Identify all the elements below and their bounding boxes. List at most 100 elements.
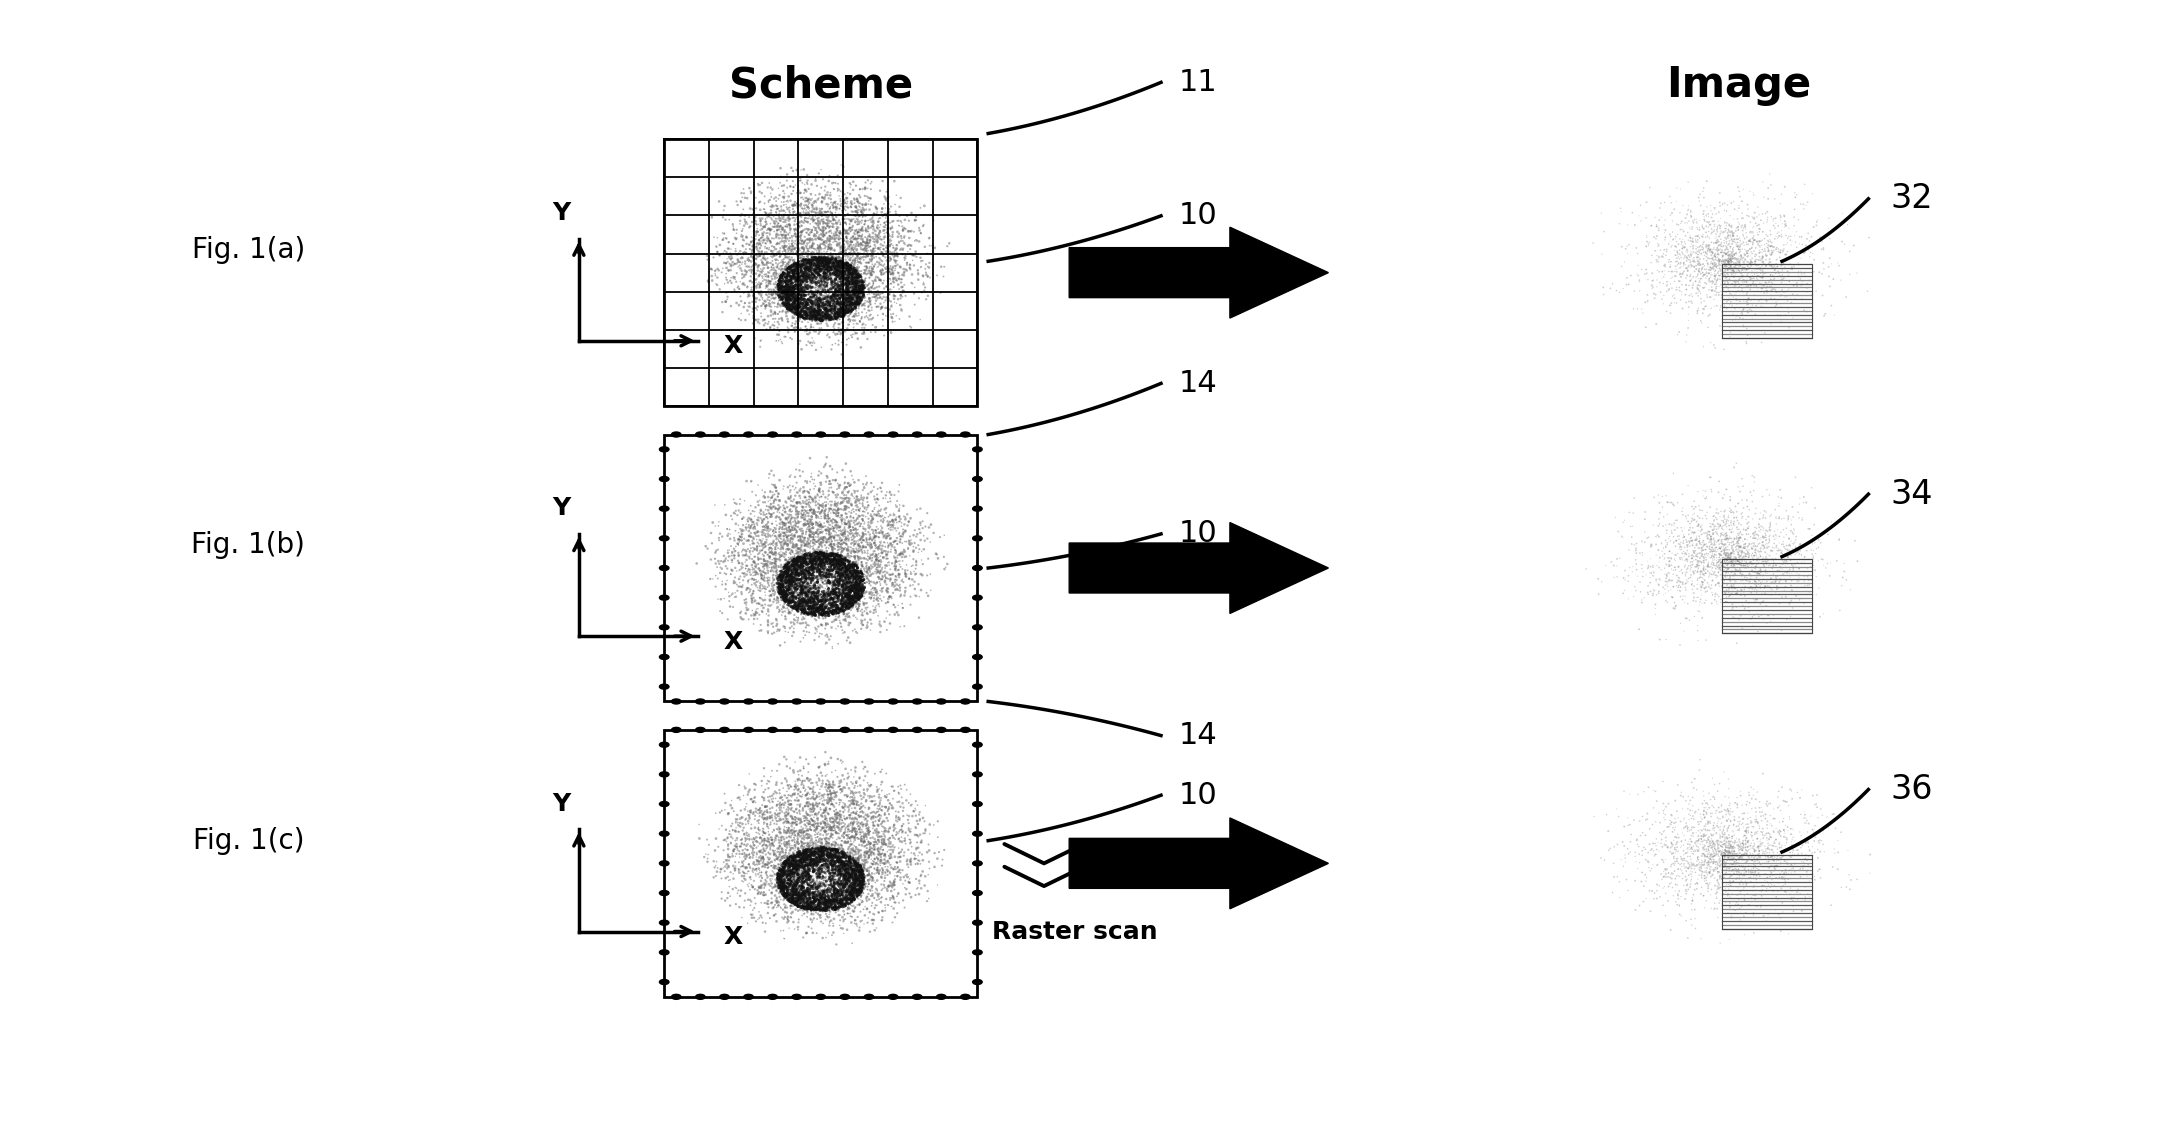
Point — [793, 602, 827, 620]
Point — [791, 769, 825, 787]
Point — [899, 538, 933, 557]
Point — [767, 854, 801, 872]
Point — [791, 897, 825, 916]
Point — [1657, 241, 1691, 259]
Point — [834, 869, 868, 887]
Point — [1823, 824, 1858, 842]
Point — [804, 820, 838, 838]
Point — [808, 265, 842, 283]
Point — [842, 277, 877, 295]
Point — [799, 878, 834, 896]
Point — [801, 520, 836, 538]
Point — [769, 885, 804, 903]
Point — [784, 504, 819, 523]
Point — [775, 268, 810, 286]
Point — [750, 859, 784, 877]
Point — [791, 859, 825, 877]
Point — [778, 802, 812, 820]
Point — [812, 310, 847, 328]
Point — [762, 272, 797, 290]
Point — [724, 250, 758, 268]
Point — [1722, 528, 1756, 546]
Point — [791, 563, 825, 582]
Point — [864, 524, 899, 542]
Point — [842, 281, 877, 299]
Point — [721, 860, 756, 878]
Point — [765, 880, 799, 899]
Point — [771, 575, 806, 593]
Point — [793, 553, 827, 571]
Point — [804, 534, 838, 552]
Point — [1702, 892, 1737, 910]
Point — [903, 516, 937, 534]
Point — [1732, 841, 1767, 859]
Point — [842, 548, 877, 566]
Point — [793, 770, 827, 788]
Point — [827, 799, 862, 817]
Point — [810, 315, 845, 333]
Point — [788, 303, 823, 321]
Point — [801, 571, 836, 590]
Point — [782, 290, 816, 308]
Point — [767, 327, 801, 345]
Point — [847, 771, 881, 790]
Point — [1683, 228, 1717, 247]
Point — [745, 284, 780, 302]
Point — [771, 541, 806, 559]
Point — [734, 242, 769, 260]
Point — [1674, 232, 1709, 250]
Point — [1724, 841, 1758, 859]
Point — [760, 243, 795, 261]
Point — [752, 220, 786, 239]
Point — [832, 593, 866, 611]
Point — [784, 304, 819, 323]
Point — [1659, 577, 1693, 595]
Point — [1737, 590, 1771, 608]
Point — [767, 878, 801, 896]
Point — [786, 580, 821, 599]
Point — [912, 816, 946, 834]
Point — [1698, 813, 1732, 832]
Point — [760, 179, 795, 198]
Point — [1689, 198, 1724, 216]
Point — [1730, 875, 1765, 893]
Point — [1713, 868, 1747, 886]
Point — [821, 573, 855, 591]
Point — [797, 875, 832, 893]
Point — [801, 582, 836, 600]
Point — [847, 570, 881, 588]
Point — [765, 231, 799, 249]
Point — [873, 219, 907, 237]
Point — [1672, 218, 1706, 236]
Point — [1711, 858, 1745, 876]
Point — [819, 885, 853, 903]
Point — [1676, 492, 1711, 510]
Point — [825, 811, 860, 829]
Point — [829, 863, 864, 882]
Point — [762, 576, 797, 594]
Point — [799, 559, 834, 577]
Point — [793, 855, 827, 874]
Point — [814, 256, 849, 274]
Point — [812, 886, 847, 904]
Point — [771, 244, 806, 262]
Point — [730, 862, 765, 880]
Point — [795, 571, 829, 590]
Point — [1655, 294, 1689, 312]
Point — [730, 215, 765, 233]
Point — [810, 900, 845, 918]
Point — [1732, 832, 1767, 850]
Point — [773, 807, 808, 825]
Point — [829, 846, 864, 864]
Point — [771, 312, 806, 331]
Point — [797, 843, 832, 861]
Point — [769, 582, 804, 600]
Point — [832, 851, 866, 869]
Point — [791, 763, 825, 782]
Point — [836, 860, 870, 878]
Point — [821, 884, 855, 902]
Point — [801, 548, 836, 566]
Point — [819, 506, 853, 524]
Point — [1676, 278, 1711, 296]
Point — [1812, 267, 1847, 285]
